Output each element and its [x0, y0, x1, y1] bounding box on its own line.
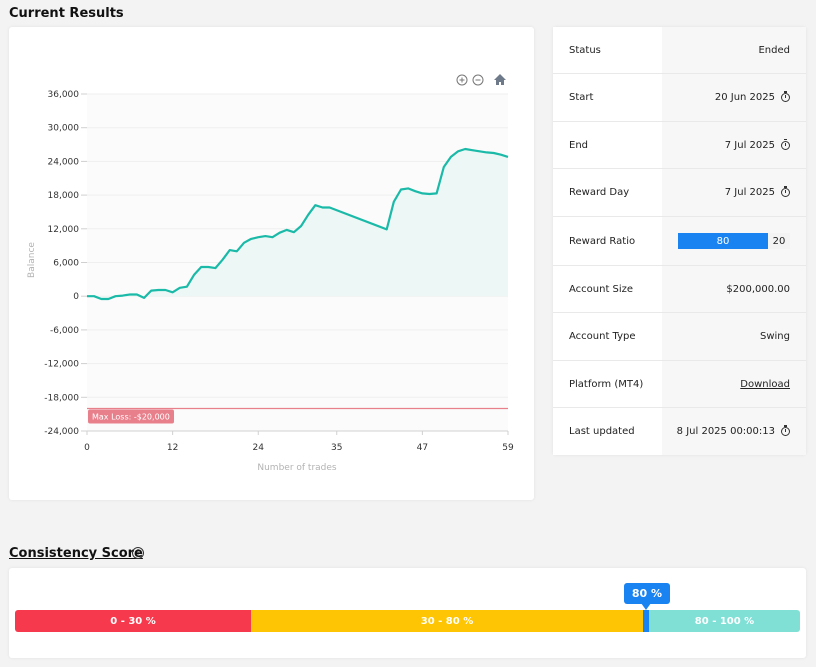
last-updated-value: 8 Jul 2025 00:00:13	[662, 408, 806, 455]
max-loss-badge	[88, 409, 174, 424]
y-axis-ticks: 36,000 30,000 24,000 18,000 12,000 6,000 0 -6,0…	[44, 90, 79, 437]
chart-plot: Max Loss: -$20,000	[87, 147, 509, 424]
x-tick-label: 59	[502, 443, 514, 453]
segment-0-30: 0 - 30 %	[15, 610, 251, 632]
info-row-reward-day: Reward Day 7 Jul 2025	[553, 169, 806, 217]
segment-30-80: 30 - 80 %	[251, 610, 643, 632]
home-icon[interactable]	[494, 74, 506, 85]
y-tick-label: 0	[73, 292, 79, 302]
last-updated-text: 8 Jul 2025 00:00:13	[676, 426, 775, 437]
stopwatch-icon	[781, 138, 790, 150]
info-row-account-size: Account Size $200,000.00	[553, 266, 806, 313]
account-info-card: Status Ended Start 20 Jun 2025 End 7 Jul…	[553, 27, 806, 455]
x-tick-label: 12	[167, 443, 178, 453]
reward-ratio-value: 80 20	[662, 217, 806, 265]
y-axis-label: Balance	[27, 242, 37, 278]
info-row-last-updated: Last updated 8 Jul 2025 00:00:13	[553, 408, 806, 455]
chart-card: Max Loss: -$20,000 36,000 30,000 24,000 18,…	[9, 27, 534, 500]
reward-day-label: Reward Day	[553, 169, 662, 216]
account-size-label: Account Size	[553, 266, 662, 312]
balance-area	[87, 149, 508, 299]
end-date: 7 Jul 2025	[724, 139, 775, 151]
y-tick-label: 18,000	[48, 191, 80, 201]
y-tick-label: -6,000	[50, 326, 79, 336]
balance-line	[87, 147, 509, 301]
info-row-end: End 7 Jul 2025	[553, 122, 806, 169]
status-label: Status	[553, 27, 662, 73]
info-row-start: Start 20 Jun 2025	[553, 74, 806, 122]
platform-label: Platform (MT4)	[553, 361, 662, 407]
x-tick-label: 0	[84, 443, 90, 453]
y-tick-label: 30,000	[48, 124, 80, 134]
info-row-reward-ratio: Reward Ratio 80 20	[553, 217, 806, 266]
start-value: 20 Jun 2025	[662, 74, 806, 121]
y-tick-label: 12,000	[48, 225, 80, 235]
reward-ratio-bar: 80 20	[678, 233, 790, 249]
x-tick-label: 24	[253, 443, 265, 453]
reward-ratio-firm: 20	[768, 233, 790, 249]
end-value: 7 Jul 2025	[662, 122, 806, 168]
max-loss-label: Max Loss: -$20,000	[92, 413, 170, 422]
reward-day-value: 7 Jul 2025	[662, 169, 806, 216]
x-axis-ticks: 0 12 24 35 47 59	[84, 443, 514, 453]
account-size-value: $200,000.00	[662, 266, 806, 312]
y-tick-label: 24,000	[48, 157, 80, 167]
consistency-score-card: 0 - 30 % 30 - 80 % 80 - 100 % 80 %	[9, 568, 806, 658]
reward-ratio-label: Reward Ratio	[553, 217, 662, 265]
stopwatch-icon	[781, 91, 790, 102]
x-axis-label: Number of trades	[257, 463, 337, 473]
balance-chart: Max Loss: -$20,000 36,000 30,000 24,000 18,…	[27, 74, 514, 473]
info-icon[interactable]: i	[132, 547, 144, 559]
account-type-value: Swing	[662, 313, 806, 360]
platform-value: Download	[662, 361, 806, 407]
end-label: End	[553, 122, 662, 168]
score-marker-pointer	[641, 603, 651, 610]
last-updated-label: Last updated	[553, 408, 662, 455]
y-tick-label: 6,000	[53, 259, 79, 269]
score-value-badge: 80 %	[624, 583, 670, 604]
consistency-score-text: Consistency Score	[9, 546, 143, 561]
segment-80-100: 80 - 100 %	[649, 610, 800, 632]
info-row-platform: Platform (MT4) Download	[553, 361, 806, 408]
y-tick-label: -12,000	[44, 360, 79, 370]
y-tick-label: 36,000	[48, 90, 80, 100]
start-label: Start	[553, 74, 662, 121]
chart-toolbar	[456, 74, 506, 86]
account-type-text: Swing	[760, 331, 790, 342]
download-link[interactable]: Download	[740, 378, 790, 390]
info-row-account-type: Account Type Swing	[553, 313, 806, 361]
score-marker	[643, 610, 649, 632]
current-results-title: Current Results	[9, 6, 124, 21]
x-tick-label: 47	[417, 443, 428, 453]
reward-ratio-trader: 80	[678, 233, 768, 249]
y-tick-label: -18,000	[44, 393, 79, 403]
reward-day-date: 7 Jul 2025	[724, 187, 775, 198]
start-date: 20 Jun 2025	[714, 92, 775, 103]
status-text: Ended	[758, 44, 790, 56]
zoom-in-icon[interactable]	[456, 74, 468, 86]
status-value: Ended	[662, 27, 806, 73]
stopwatch-icon	[781, 425, 790, 436]
account-size-text: $200,000.00	[726, 283, 790, 295]
x-tick-label: 35	[331, 443, 342, 453]
consistency-score-title: Consistency Score	[9, 546, 143, 561]
account-type-label: Account Type	[553, 313, 662, 360]
stopwatch-icon	[781, 186, 790, 197]
zoom-out-icon[interactable]	[472, 74, 484, 86]
y-tick-label: -24,000	[44, 427, 79, 437]
info-row-status: Status Ended	[553, 27, 806, 74]
